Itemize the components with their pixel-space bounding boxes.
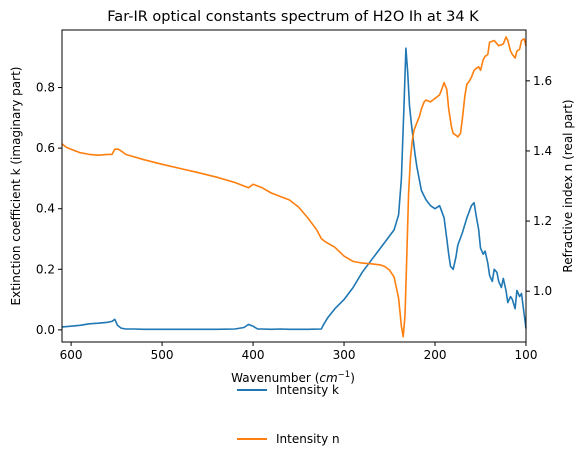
x-tick-label: 100 <box>515 348 538 362</box>
y-left-tick-label: 0.6 <box>36 141 55 155</box>
y-left-tick-label: 0.4 <box>36 202 55 216</box>
y-right-tick-label: 1.0 <box>533 284 552 298</box>
legend-item-k: Intensity k <box>237 383 339 397</box>
plot-frame <box>61 29 527 343</box>
y-left-axis-ticks: 0.0 0.2 0.4 0.6 0.8 <box>36 81 62 337</box>
y-right-tick-label: 1.2 <box>533 214 552 228</box>
x-axis-unit-exponent: −1 <box>338 370 351 380</box>
legend-item-n: Intensity n <box>237 432 340 446</box>
x-axis-label-text: Wavenumber <box>231 371 311 385</box>
x-tick-label: 600 <box>60 348 83 362</box>
y-right-tick-label: 1.6 <box>533 74 552 88</box>
y-right-tick-label: 1.4 <box>533 144 552 158</box>
plot-lines <box>61 36 527 338</box>
legend-label-n: Intensity n <box>276 432 340 446</box>
series-line-k <box>61 47 527 331</box>
legend-label-k: Intensity k <box>276 383 339 397</box>
x-tick-label: 300 <box>333 348 356 362</box>
x-axis-unit: cm <box>319 371 337 385</box>
y-left-axis-label: Extinction coefficient k (imaginary part… <box>9 67 23 306</box>
x-tick-label: 500 <box>151 348 174 362</box>
y-right-axis-label: Refractive index n (real part) <box>561 99 575 272</box>
x-tick-label: 400 <box>242 348 265 362</box>
legend-swatch-k <box>237 389 267 391</box>
x-axis-ticks: 600 500 400 300 200 100 <box>60 342 538 362</box>
y-left-tick-label: 0.8 <box>36 81 55 95</box>
series-line-n <box>61 36 527 338</box>
y-right-axis-ticks: 1.0 1.2 1.4 1.6 <box>526 74 552 298</box>
legend-swatch-n <box>237 438 267 440</box>
chart-title: Far-IR optical constants spectrum of H2O… <box>107 9 479 25</box>
x-tick-label: 200 <box>424 348 447 362</box>
y-left-tick-label: 0.2 <box>36 262 55 276</box>
y-left-tick-label: 0.0 <box>36 323 55 337</box>
x-axis-label: Wavenumber (cm−1) <box>231 370 355 385</box>
